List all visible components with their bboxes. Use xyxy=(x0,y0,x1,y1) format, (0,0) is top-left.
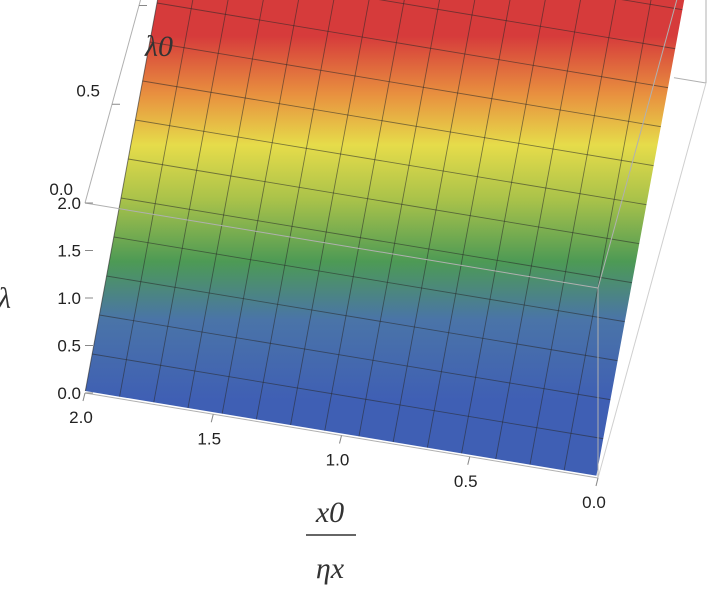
surface-layer xyxy=(84,0,687,479)
x-tick-mark xyxy=(467,456,471,465)
x-tick-label: 0.0 xyxy=(582,493,606,512)
x-tick-mark xyxy=(210,414,214,423)
y-axis-label: λ0 xyxy=(144,30,173,63)
y-tick-label: 0.0 xyxy=(49,180,73,199)
mesh-line xyxy=(378,0,678,50)
mesh-line xyxy=(323,0,405,433)
mesh-line xyxy=(118,0,194,399)
mesh-line xyxy=(149,41,663,128)
x-tick-label: 1.0 xyxy=(326,451,350,470)
x-axis-label-numerator: x0 xyxy=(315,496,344,529)
z-tick-label: 0.5 xyxy=(57,337,81,356)
mesh-line xyxy=(563,0,652,473)
z-tick-label: 1.0 xyxy=(57,289,81,308)
mesh-line xyxy=(460,0,546,456)
mesh-line xyxy=(120,197,635,284)
mesh-line xyxy=(426,0,511,450)
mesh-line xyxy=(494,0,581,462)
x-tick-mark xyxy=(339,435,342,444)
mesh-line xyxy=(358,0,440,439)
white-line xyxy=(596,0,689,480)
mesh-line xyxy=(187,0,264,411)
y-tick-label: 1.0 xyxy=(103,0,127,2)
z-tick-label: 0.0 xyxy=(57,384,81,403)
mesh-line xyxy=(255,0,335,422)
mesh-line xyxy=(113,236,627,323)
x-axis-label-denominator: ηx xyxy=(316,552,345,585)
mesh-line xyxy=(529,0,617,467)
z-axis-label: λ xyxy=(0,282,11,315)
mesh-line xyxy=(392,0,476,445)
y-tick-label: 0.5 xyxy=(76,81,100,100)
tick-labels-layer: 0.00.51.01.52.00.00.51.01.52.00.00.51.01… xyxy=(49,0,605,512)
axis-labels-layer: λ0 λ x0 ηx xyxy=(0,30,356,585)
x-tick-label: 2.0 xyxy=(69,408,93,427)
mesh-line xyxy=(99,314,613,401)
mesh-line xyxy=(156,2,671,89)
x-tick-label: 1.5 xyxy=(197,429,221,448)
box-edge xyxy=(84,202,599,289)
mesh-line xyxy=(135,119,649,206)
mesh-line xyxy=(289,0,370,428)
z-tick-label: 2.0 xyxy=(57,194,81,213)
surface-patch xyxy=(85,0,687,478)
mesh-line xyxy=(221,0,299,416)
mesh-line xyxy=(128,158,642,245)
box-edge xyxy=(597,0,678,289)
mesh-line xyxy=(106,275,620,362)
box-edge xyxy=(597,82,707,479)
mesh-line xyxy=(92,353,606,440)
mesh-line xyxy=(142,80,656,167)
mesh-line xyxy=(152,0,229,405)
z-tick-label: 1.5 xyxy=(57,242,81,261)
x-tick-mark xyxy=(82,392,86,402)
x-tick-mark xyxy=(595,477,599,487)
x-tick-label: 0.5 xyxy=(454,472,478,491)
